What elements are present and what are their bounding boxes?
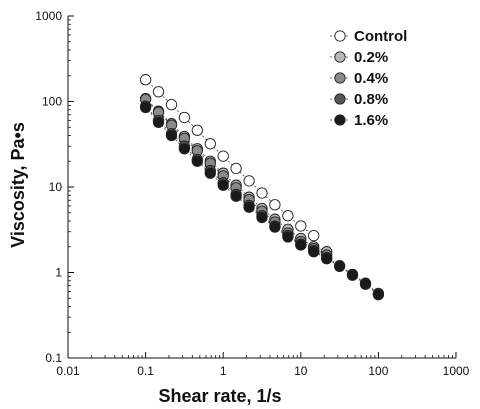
legend-label: 0.8%: [354, 91, 388, 108]
data-point-series-5: [217, 179, 229, 191]
data-point-series-5: [191, 155, 203, 167]
y-tick-label: 10: [49, 180, 63, 194]
data-point-series-5: [165, 129, 178, 142]
x-tick-label: 0.1: [137, 364, 154, 378]
data-point-series-5: [346, 269, 359, 281]
data-point-series-5: [321, 253, 333, 265]
legend-label: 0.4%: [354, 70, 388, 87]
data-point-series-5: [243, 201, 255, 213]
data-point-series-5: [359, 278, 372, 290]
data-point-series-1: [295, 220, 307, 232]
legend-marker: [334, 93, 346, 105]
data-point-series-5: [333, 260, 346, 273]
data-point-series-5: [372, 289, 385, 301]
data-point-series-1: [204, 138, 216, 150]
data-point-series-5: [152, 116, 165, 129]
data-point-series-1: [139, 74, 152, 86]
y-tick-label: 100: [42, 95, 62, 109]
legend: Control 0.2% 0.4% 0.8% 1.6%: [330, 28, 407, 129]
data-point-series-1: [165, 98, 178, 111]
x-tick-label: 100: [368, 364, 388, 378]
data-point-series-5: [295, 239, 307, 251]
data-point-series-1: [282, 210, 294, 222]
y-axis-title: Viscosity, Pa•s: [8, 122, 28, 248]
y-tick-label: 0.1: [45, 351, 62, 365]
data-point-series-1: [178, 111, 191, 124]
data-point-series-5: [139, 101, 152, 114]
x-tick-label: 1000: [443, 364, 470, 378]
data-point-series-5: [204, 167, 216, 179]
data-point-series-1: [256, 187, 268, 199]
legend-marker: [334, 114, 346, 126]
data-points: [139, 74, 385, 301]
legend-marker: [334, 30, 346, 42]
x-axis-title: Shear rate, 1/s: [158, 386, 281, 406]
data-point-series-5: [269, 221, 281, 233]
y-tick-label: 1: [55, 266, 62, 280]
legend-marker: [334, 51, 346, 63]
x-tick-label: 1: [220, 364, 227, 378]
data-point-series-5: [256, 211, 268, 224]
series-line-1: [145, 79, 314, 236]
x-tick-label: 0.01: [56, 364, 80, 378]
data-point-series-1: [308, 229, 320, 242]
x-tick-label: 10: [294, 364, 308, 378]
data-point-series-1: [191, 124, 203, 136]
legend-label: Control: [354, 28, 407, 45]
data-point-series-1: [217, 150, 229, 162]
legend-marker: [334, 72, 346, 84]
data-point-series-5: [178, 143, 191, 155]
data-point-series-5: [230, 190, 242, 202]
data-point-series-1: [230, 162, 242, 175]
data-point-series-1: [243, 175, 255, 187]
data-point-series-1: [269, 199, 281, 211]
data-point-series-1: [152, 86, 165, 98]
data-point-series-5: [282, 231, 294, 243]
y-tick-label: 1000: [35, 9, 62, 23]
legend-label: 0.2%: [354, 49, 388, 66]
data-point-series-5: [308, 246, 320, 258]
legend-label: 1.6%: [354, 112, 388, 129]
